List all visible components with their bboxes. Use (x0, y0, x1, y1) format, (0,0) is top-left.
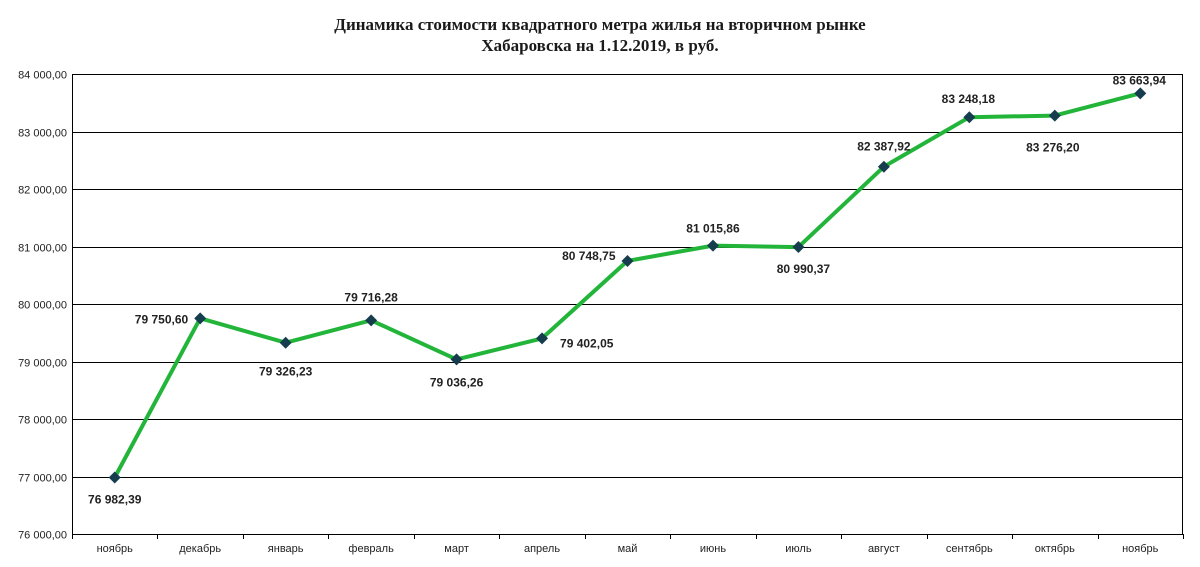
data-label: 81 015,86 (686, 222, 740, 236)
data-label: 80 748,75 (562, 249, 616, 263)
x-tick-label: октябрь (1035, 543, 1075, 555)
x-tick-label: июнь (700, 543, 726, 555)
data-label: 79 716,28 (344, 290, 398, 304)
data-point-marker (194, 312, 207, 325)
x-tick-label: март (444, 543, 469, 555)
chart-title: Динамика стоимости квадратного метра жил… (0, 14, 1200, 56)
data-point-marker (279, 336, 292, 349)
data-label: 80 990,37 (777, 262, 831, 276)
data-point-marker (1048, 109, 1061, 122)
data-label: 83 248,18 (942, 92, 996, 106)
x-tick-label: июль (785, 543, 812, 555)
data-point-marker (450, 353, 463, 366)
data-point-marker (1134, 87, 1147, 100)
data-point-marker (365, 314, 378, 327)
chart-title-line-2: Хабаровска на 1.12.2019, в руб. (481, 36, 719, 55)
x-tick-label: сентябрь (946, 543, 993, 555)
data-label: 79 750,60 (135, 312, 189, 326)
chart-title-line-1: Динамика стоимости квадратного метра жил… (334, 15, 866, 34)
y-tick-label: 76 000,00 (18, 530, 67, 542)
x-tick-label: декабрь (179, 543, 221, 555)
data-label: 79 036,26 (430, 375, 484, 389)
y-tick-label: 78 000,00 (18, 415, 67, 427)
y-tick-label: 83 000,00 (18, 128, 67, 140)
y-tick-label: 84 000,00 (18, 70, 67, 82)
data-point-marker (621, 254, 634, 267)
data-label: 79 402,05 (560, 336, 614, 350)
y-tick-label: 79 000,00 (18, 358, 67, 370)
x-tick-label: ноябрь (1122, 543, 1159, 555)
data-point-marker (877, 160, 890, 173)
data-label: 82 387,92 (857, 140, 911, 154)
x-tick-label: август (868, 543, 900, 555)
x-tick-label: февраль (348, 543, 394, 555)
data-point-marker (108, 471, 121, 484)
data-label: 83 663,94 (1113, 73, 1167, 87)
data-label: 83 276,20 (1026, 141, 1080, 155)
x-tick-label: январь (268, 543, 304, 555)
x-tick-label: ноябрь (97, 543, 134, 555)
data-point-marker (963, 111, 976, 124)
y-tick-label: 81 000,00 (18, 243, 67, 255)
y-tick-label: 77 000,00 (18, 473, 67, 485)
data-label: 76 982,39 (88, 493, 142, 507)
x-tick-label: апрель (524, 543, 560, 555)
data-point-marker (536, 332, 549, 345)
data-point-marker (792, 241, 805, 254)
data-point-marker (706, 239, 719, 252)
data-label: 79 326,23 (259, 365, 313, 379)
y-tick-label: 82 000,00 (18, 185, 67, 197)
y-tick-label: 80 000,00 (18, 300, 67, 312)
x-tick-label: май (618, 543, 638, 555)
